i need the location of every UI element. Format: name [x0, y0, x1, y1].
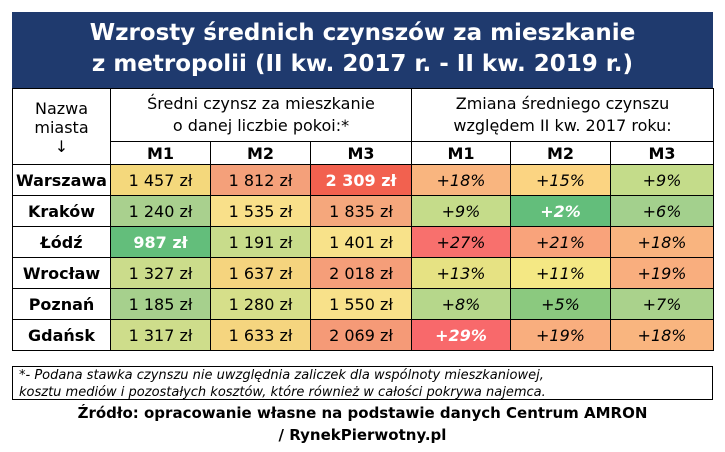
change-header-line2: względem II kw. 2017 roku: [453, 116, 672, 135]
change-cell: +6% [609, 195, 715, 227]
rent-cell: 1 835 zł [310, 195, 412, 227]
rent-cell: 1 550 zł [310, 288, 412, 320]
change-cell: +19% [510, 319, 611, 351]
change-cell: +15% [510, 164, 611, 196]
sub-header-change-m2: M2 [510, 141, 611, 165]
rent-cell: 1 317 zł [110, 319, 211, 351]
title-line-1: Wzrosty średnich czynszów za mieszkanie [89, 20, 636, 46]
rent-header-line2: o danej liczbie pokoi:* [172, 116, 350, 135]
city-header-line1: Nazwa [34, 99, 89, 118]
footnote: *- Podana stawka czynszu nie uwzględnia … [12, 366, 713, 400]
city-header: Nazwa miasta ↓ [12, 88, 111, 165]
change-cell: +18% [411, 164, 511, 196]
table-row: Wrocław 1 327 zł 1 637 zł 2 018 zł +13% +11% +… [12, 257, 715, 289]
city-header-line2: miasta [34, 118, 89, 137]
table-row: Łódź 987 zł 1 191 zł 1 401 zł +27% +21% +18% [12, 226, 715, 258]
city-cell: Kraków [12, 195, 111, 227]
rent-cell: 1 457 zł [110, 164, 211, 196]
city-cell: Warszawa [12, 164, 111, 196]
rent-cell: 1 185 zł [110, 288, 211, 320]
chart-title: Wzrosty średnich czynszów za mieszkanie … [12, 12, 713, 88]
sub-header-rent-m2: M2 [210, 141, 311, 165]
sub-header-change-m1: M1 [411, 141, 511, 165]
source-line2: / RynekPierwotny.pl [278, 426, 447, 444]
table-row: Kraków 1 240 zł 1 535 zł 1 835 zł +9% +2% +6% [12, 195, 715, 227]
table-row: Warszawa 1 457 zł 1 812 zł 2 309 zł +18% +15%… [12, 164, 715, 196]
city-cell: Gdańsk [12, 319, 111, 351]
sub-header-rent-m3: M3 [310, 141, 412, 165]
change-cell: +8% [411, 288, 511, 320]
change-header-line1: Zmiana średniego czynszu [455, 94, 670, 113]
rent-cell: 1 633 zł [210, 319, 311, 351]
rent-cell: 1 327 zł [110, 257, 211, 289]
rent-cell: 1 535 zł [210, 195, 311, 227]
title-line-2: z metropolii (II kw. 2017 r. - II kw. 20… [91, 51, 634, 77]
change-cell: +19% [609, 257, 715, 289]
change-cell: +29% [411, 319, 511, 351]
rent-cell: 1 637 zł [210, 257, 311, 289]
rent-cell: 2 018 zł [310, 257, 412, 289]
table-body: Warszawa 1 457 zł 1 812 zł 2 309 zł +18% +15%… [12, 164, 715, 351]
rent-cell: 1 812 zł [210, 164, 311, 196]
sub-header-rent-m1: M1 [110, 141, 211, 165]
sub-header-change-m3: M3 [609, 141, 715, 165]
rent-cell: 2 309 zł [310, 164, 412, 196]
source-note: Źródło: opracowanie własne na podstawie … [0, 402, 725, 446]
change-cell: +7% [609, 288, 715, 320]
table-row: Gdańsk 1 317 zł 1 633 zł 2 069 zł +29% +19% +1… [12, 319, 715, 351]
rent-cell: 1 191 zł [210, 226, 311, 258]
change-cell: +2% [510, 195, 611, 227]
table-row: Poznań 1 185 zł 1 280 zł 1 550 zł +8% +5% +7% [12, 288, 715, 320]
footnote-line1: *- Podana stawka czynszu nie uwzględnia … [19, 368, 544, 383]
city-cell: Łódź [12, 226, 111, 258]
city-cell: Wrocław [12, 257, 111, 289]
rent-cell: 2 069 zł [310, 319, 412, 351]
change-cell: +9% [411, 195, 511, 227]
change-cell: +18% [609, 319, 715, 351]
footnote-line2: kosztu mediów i pozostałych kosztów, któ… [19, 385, 546, 400]
change-cell: +18% [609, 226, 715, 258]
rent-table: Nazwa miasta ↓ Średni czynsz za mieszkan… [12, 88, 715, 351]
rent-cell: 1 401 zł [310, 226, 412, 258]
rent-cell: 987 zł [110, 226, 211, 258]
rent-cell: 1 240 zł [110, 195, 211, 227]
change-cell: +5% [510, 288, 611, 320]
rent-cell: 1 280 zł [210, 288, 311, 320]
city-header-arrow: ↓ [54, 137, 69, 156]
change-cell: +9% [609, 164, 715, 196]
change-cell: +27% [411, 226, 511, 258]
city-cell: Poznań [12, 288, 111, 320]
change-cell: +11% [510, 257, 611, 289]
source-line1: Źródło: opracowanie własne na podstawie … [77, 404, 648, 422]
rent-header: Średni czynsz za mieszkanie o danej licz… [110, 88, 412, 142]
change-header: Zmiana średniego czynszu względem II kw.… [410, 88, 715, 142]
change-cell: +13% [411, 257, 511, 289]
change-cell: +21% [510, 226, 611, 258]
rent-header-line1: Średni czynsz za mieszkanie [147, 94, 375, 113]
